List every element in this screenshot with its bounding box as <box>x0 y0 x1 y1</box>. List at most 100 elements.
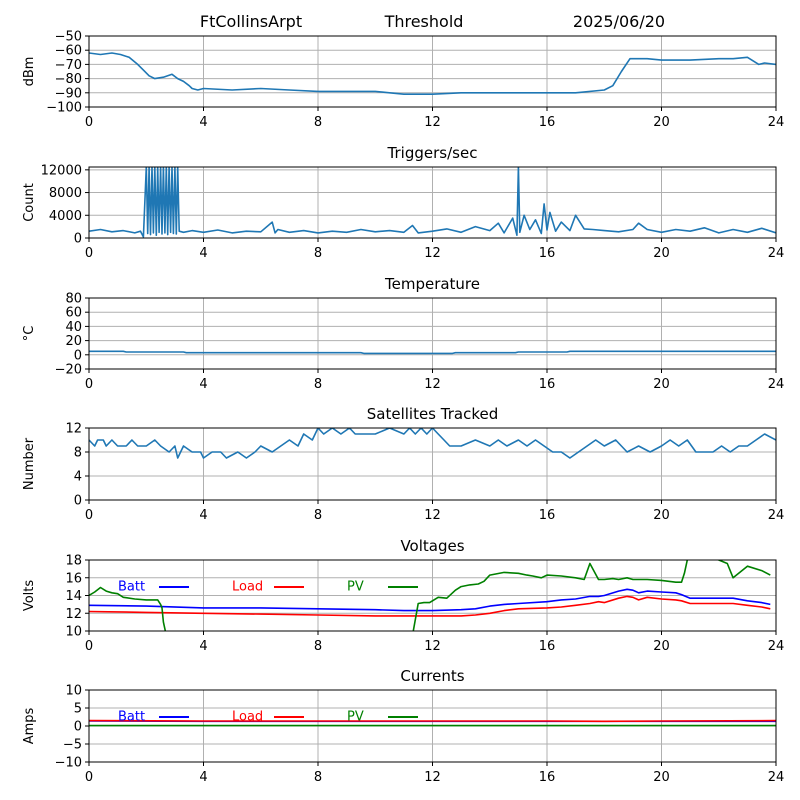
x-tick-label: 0 <box>85 115 93 130</box>
series-line <box>89 428 776 459</box>
x-tick-label: 16 <box>539 770 556 785</box>
y-tick-label: 80 <box>65 292 82 307</box>
y-tick-label: −5 <box>63 738 82 753</box>
y-tick-label: −90 <box>55 86 82 101</box>
y-tick-label: 14 <box>65 589 82 604</box>
y-tick-label: 12 <box>65 422 82 437</box>
x-tick-label: 20 <box>653 639 670 654</box>
y-axis-label: Count <box>22 183 37 222</box>
y-tick-label: −100 <box>46 101 82 116</box>
x-tick-label: 24 <box>768 639 785 654</box>
y-tick-label: 40 <box>65 320 82 335</box>
panel-title: Voltages <box>400 537 464 555</box>
x-tick-label: 12 <box>424 115 441 130</box>
panel-title: Triggers/sec <box>387 144 478 162</box>
x-tick-label: 12 <box>424 508 441 523</box>
series-line-load <box>89 719 776 723</box>
y-axis-label: °C <box>22 326 37 342</box>
x-tick-label: 8 <box>314 377 322 392</box>
y-tick-label: 0 <box>74 494 82 509</box>
legend-label-load: Load <box>232 580 263 595</box>
panel-title: Temperature <box>384 275 480 293</box>
station-name: FtCollinsArpt <box>200 12 302 31</box>
x-tick-label: 4 <box>199 246 207 261</box>
series-line-batt <box>89 588 771 612</box>
series-line-load <box>89 595 771 617</box>
y-tick-label: −50 <box>55 30 82 45</box>
x-tick-label: 12 <box>424 639 441 654</box>
y-tick-label: 5 <box>74 702 82 717</box>
panel-title: Satellites Tracked <box>367 405 498 423</box>
x-tick-label: 20 <box>653 770 670 785</box>
y-tick-label: −20 <box>55 363 82 378</box>
x-tick-label: 0 <box>85 508 93 523</box>
series-line <box>89 167 776 238</box>
y-axis-label: Amps <box>22 707 37 744</box>
y-tick-label: 20 <box>65 334 82 349</box>
panel-triggers: 0 4 8 12 16 20 24 0 4000 8000 12000 Triggers/sec Cou… <box>22 144 784 261</box>
panel-satellites: 0 4 8 12 16 20 24 0 4 8 12 Satellites Tracked Number <box>22 405 784 523</box>
x-tick-label: 20 <box>653 377 670 392</box>
x-tick-label: 16 <box>539 508 556 523</box>
y-tick-label: 8000 <box>49 186 82 201</box>
x-tick-label: 16 <box>539 639 556 654</box>
legend-label-batt: Batt <box>118 710 145 725</box>
y-tick-label: 0 <box>74 348 82 363</box>
y-tick-label: 0 <box>74 720 82 735</box>
y-tick-label: −80 <box>55 72 82 87</box>
y-axis-label: Number <box>22 437 37 490</box>
legend-label-load: Load <box>232 710 263 725</box>
legend-label-pv: PV <box>347 710 364 725</box>
panel-title: Currents <box>400 667 464 685</box>
x-tick-label: 8 <box>314 508 322 523</box>
y-tick-label: −10 <box>55 756 82 771</box>
x-tick-label: 4 <box>199 508 207 523</box>
x-tick-label: 8 <box>314 246 322 261</box>
x-tick-label: 24 <box>768 246 785 261</box>
series-line <box>89 350 776 355</box>
x-tick-label: 16 <box>539 246 556 261</box>
x-tick-label: 8 <box>314 639 322 654</box>
x-tick-label: 4 <box>199 770 207 785</box>
x-tick-label: 4 <box>199 377 207 392</box>
panel-voltages: 0 4 8 12 16 20 24 10 12 14 16 18 Voltages Volts Batt Lo… <box>22 537 784 654</box>
y-tick-label: −70 <box>55 58 82 73</box>
date-label: 2025/06/20 <box>573 12 665 31</box>
y-tick-label: −60 <box>55 44 82 59</box>
y-tick-label: 4000 <box>49 209 82 224</box>
y-tick-label: 12000 <box>41 163 82 178</box>
panel-signal: 0 4 8 12 16 20 24 −100−90−80−70−60−50 dBm <box>22 30 784 131</box>
x-tick-label: 0 <box>85 639 93 654</box>
x-tick-label: 0 <box>85 770 93 785</box>
x-tick-label: 12 <box>424 246 441 261</box>
x-tick-label: 20 <box>653 246 670 261</box>
y-tick-label: 10 <box>65 625 82 640</box>
series-line-pv <box>89 560 771 631</box>
x-tick-label: 16 <box>539 377 556 392</box>
x-tick-label: 8 <box>314 770 322 785</box>
y-tick-label: 12 <box>65 607 82 622</box>
x-tick-label: 12 <box>424 377 441 392</box>
y-tick-label: 60 <box>65 306 82 321</box>
y-tick-label: 4 <box>74 470 82 485</box>
x-tick-label: 12 <box>424 770 441 785</box>
x-tick-label: 24 <box>768 770 785 785</box>
x-tick-label: 24 <box>768 115 785 130</box>
x-tick-label: 20 <box>653 508 670 523</box>
series-line <box>89 52 776 95</box>
y-tick-label: 8 <box>74 446 82 461</box>
y-tick-label: 10 <box>65 684 82 699</box>
x-tick-label: 16 <box>539 115 556 130</box>
x-tick-label: 0 <box>85 377 93 392</box>
y-tick-label: 18 <box>65 554 82 569</box>
x-tick-label: 8 <box>314 115 322 130</box>
x-tick-label: 20 <box>653 115 670 130</box>
y-tick-label: 0 <box>74 232 82 247</box>
x-tick-label: 4 <box>199 115 207 130</box>
x-tick-label: 4 <box>199 639 207 654</box>
legend-label-batt: Batt <box>118 580 145 595</box>
x-tick-label: 24 <box>768 508 785 523</box>
y-axis-label: dBm <box>22 57 37 87</box>
